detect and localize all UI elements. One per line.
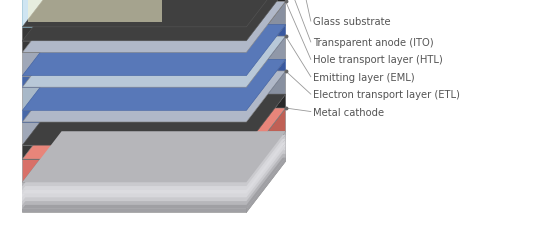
Polygon shape — [22, 60, 286, 111]
Polygon shape — [22, 205, 246, 209]
Polygon shape — [246, 132, 286, 213]
Polygon shape — [22, 154, 286, 205]
Polygon shape — [246, 158, 286, 213]
Polygon shape — [22, 76, 246, 88]
Polygon shape — [22, 158, 286, 209]
Polygon shape — [246, 37, 286, 111]
Polygon shape — [246, 72, 286, 146]
Text: Hole transport layer (HTL): Hole transport layer (HTL) — [313, 55, 443, 65]
Polygon shape — [22, 2, 286, 53]
Polygon shape — [22, 53, 246, 76]
Polygon shape — [246, 135, 286, 190]
Polygon shape — [22, 147, 286, 198]
Polygon shape — [246, 154, 286, 209]
Polygon shape — [22, 42, 246, 53]
Polygon shape — [22, 190, 246, 194]
Polygon shape — [22, 95, 286, 146]
Polygon shape — [22, 25, 286, 76]
Text: Metal cathode: Metal cathode — [313, 107, 384, 117]
Polygon shape — [246, 2, 286, 76]
Polygon shape — [22, 0, 286, 42]
Polygon shape — [22, 146, 246, 159]
Polygon shape — [22, 139, 286, 190]
Text: Electron transport layer (ETL): Electron transport layer (ETL) — [313, 90, 460, 100]
Polygon shape — [22, 88, 246, 111]
Polygon shape — [22, 135, 286, 186]
Bar — [28, 0, 162, 23]
Polygon shape — [22, 72, 286, 122]
Polygon shape — [246, 139, 286, 194]
Polygon shape — [22, 37, 286, 88]
Polygon shape — [22, 182, 246, 213]
Polygon shape — [22, 201, 246, 205]
Polygon shape — [22, 209, 246, 213]
Polygon shape — [246, 60, 286, 122]
Polygon shape — [22, 132, 286, 182]
Polygon shape — [22, 143, 286, 194]
Polygon shape — [22, 194, 246, 198]
Polygon shape — [22, 132, 286, 182]
Polygon shape — [22, 0, 246, 28]
Polygon shape — [246, 150, 286, 205]
Text: Transparent anode (ITO): Transparent anode (ITO) — [313, 38, 433, 48]
Polygon shape — [246, 0, 286, 28]
Text: Glass substrate: Glass substrate — [313, 17, 391, 27]
Polygon shape — [246, 143, 286, 198]
Polygon shape — [246, 0, 286, 53]
Polygon shape — [246, 25, 286, 88]
Polygon shape — [246, 0, 286, 42]
Polygon shape — [22, 109, 286, 159]
Polygon shape — [246, 132, 286, 186]
Polygon shape — [246, 109, 286, 182]
Polygon shape — [246, 95, 286, 159]
Polygon shape — [22, 159, 246, 182]
Polygon shape — [246, 147, 286, 201]
Polygon shape — [22, 0, 286, 28]
Polygon shape — [22, 122, 246, 146]
Text: Emitting layer (EML): Emitting layer (EML) — [313, 72, 414, 82]
Polygon shape — [22, 182, 246, 186]
Polygon shape — [22, 28, 246, 42]
Polygon shape — [22, 111, 246, 122]
Polygon shape — [22, 198, 246, 201]
Polygon shape — [22, 186, 246, 190]
Polygon shape — [22, 150, 286, 201]
